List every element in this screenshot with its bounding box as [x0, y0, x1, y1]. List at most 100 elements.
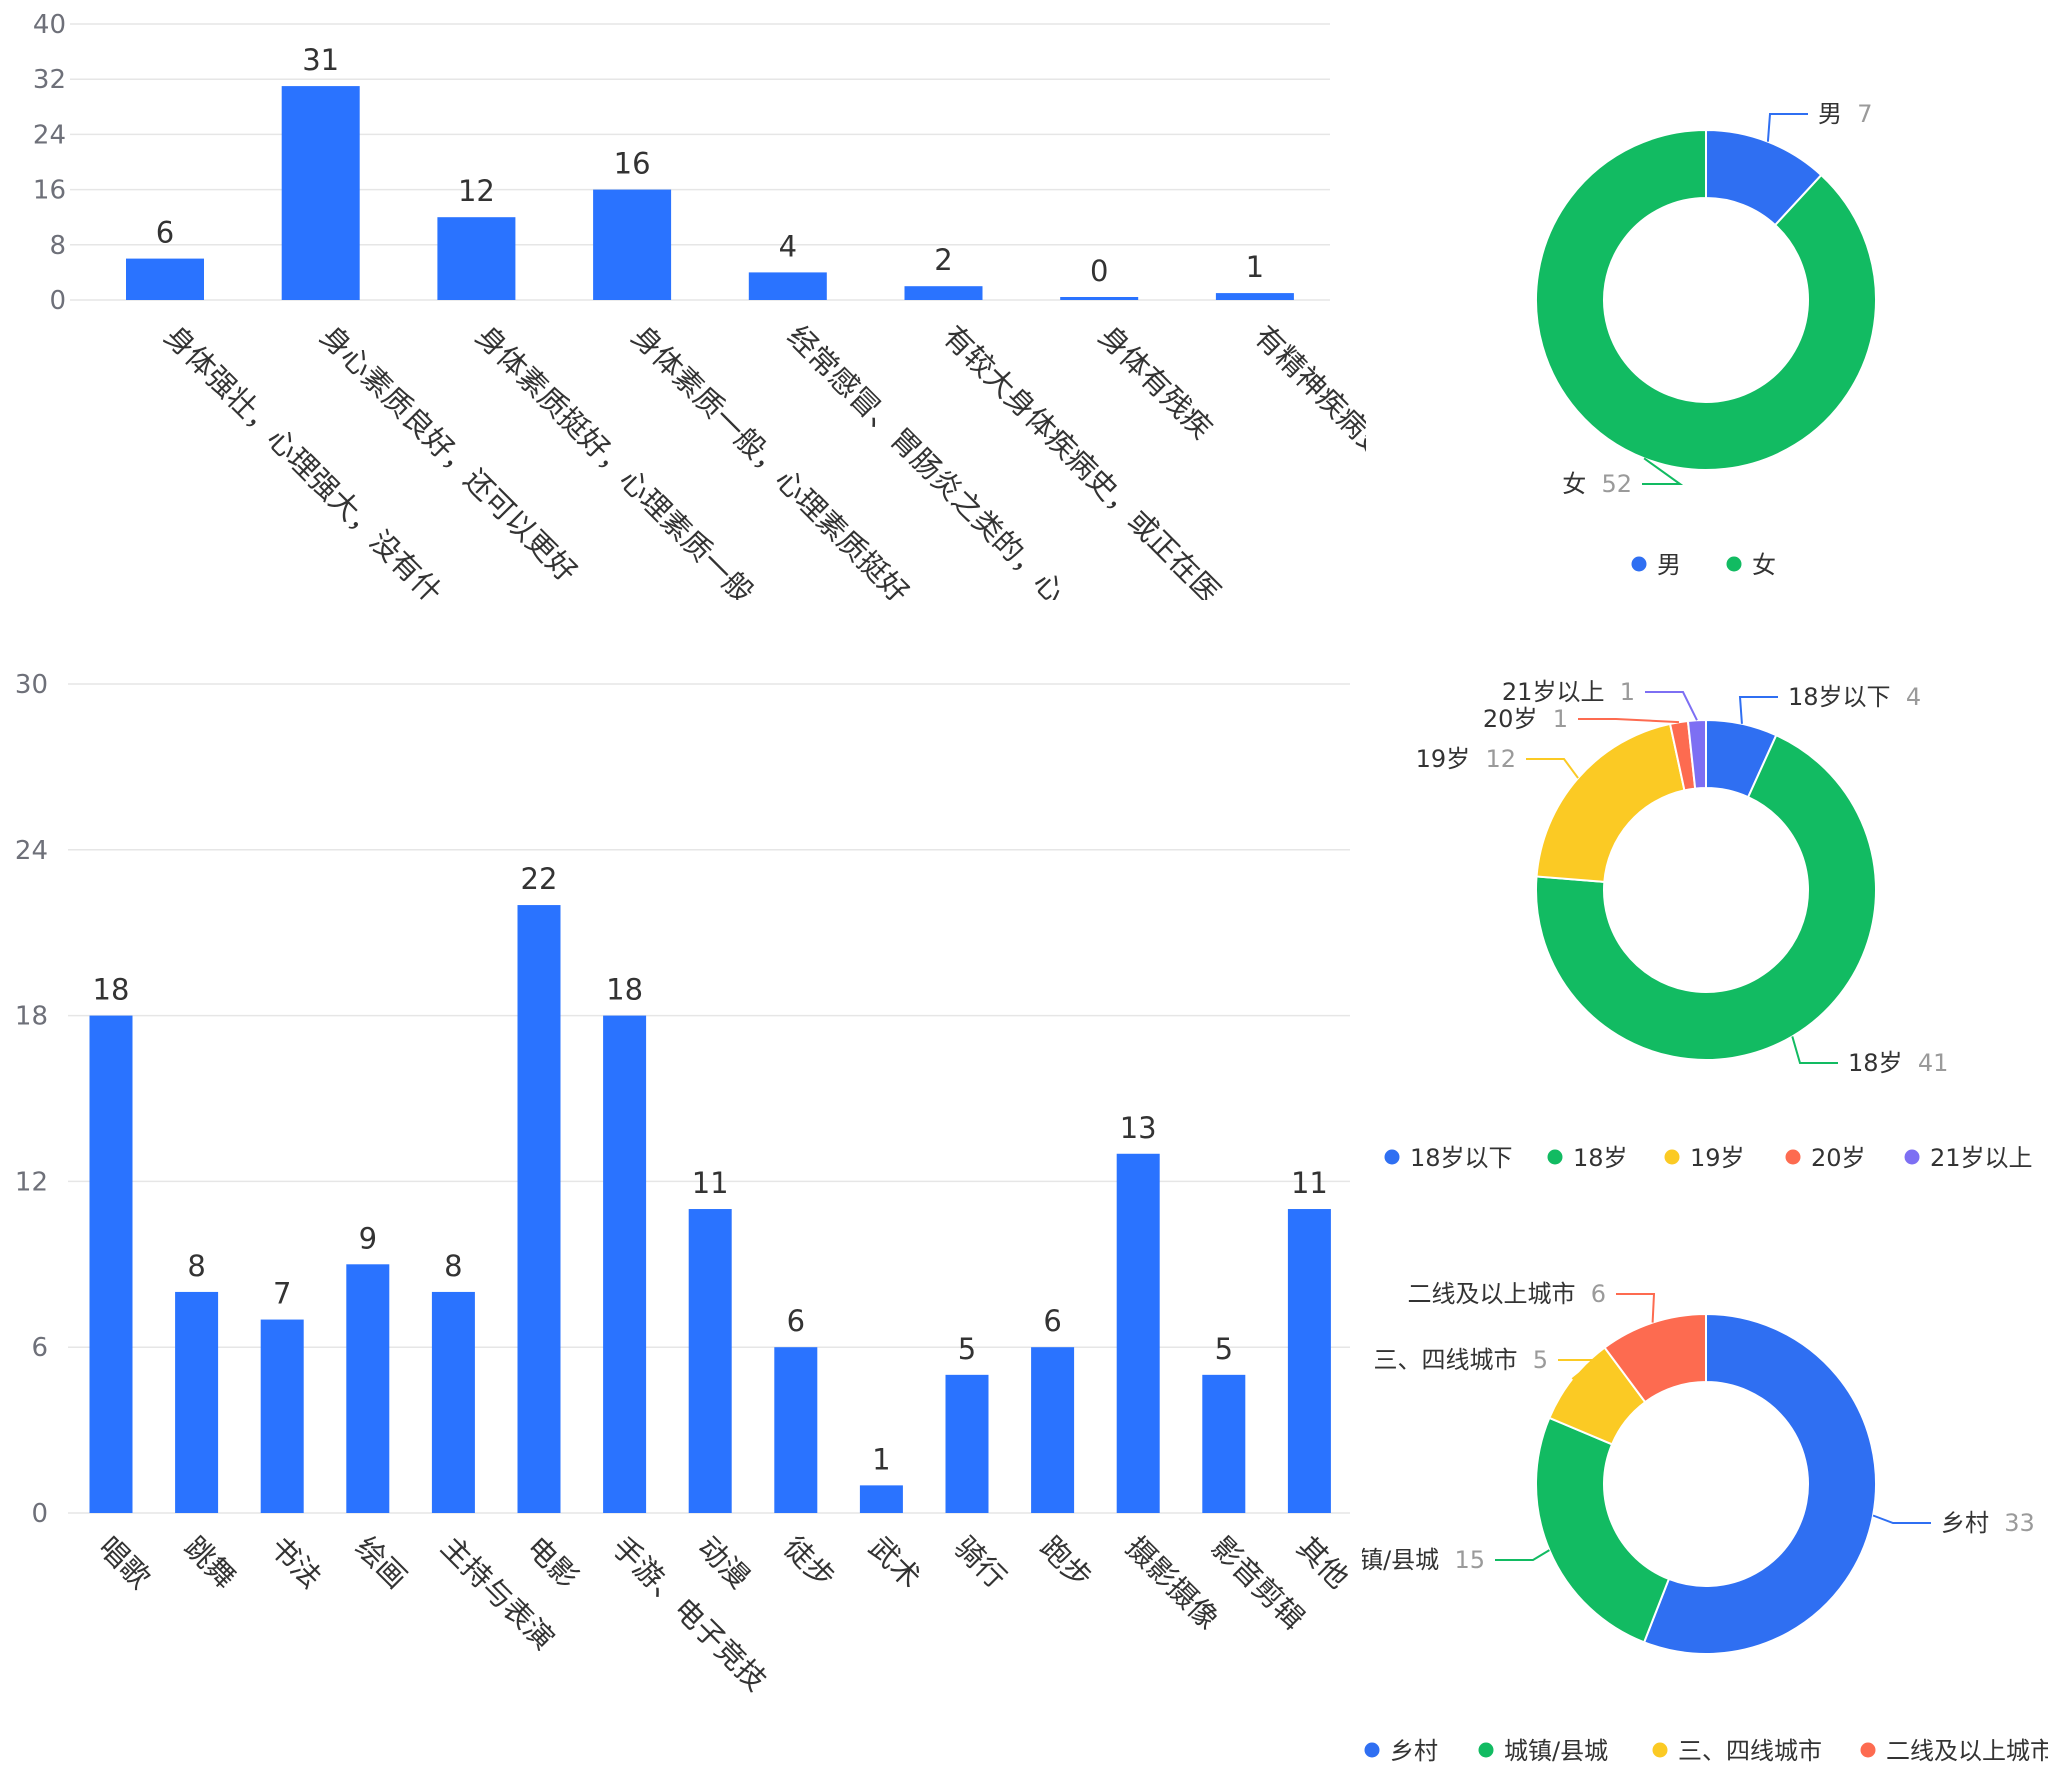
slice-gap: [1537, 705, 1552, 733]
slice-value: 52: [1601, 470, 1632, 498]
slice-gap: [1439, 1546, 1454, 1574]
legend-marker: [1652, 1742, 1668, 1758]
data-label: 13: [1120, 1111, 1157, 1145]
legend-marker: [1860, 1742, 1876, 1758]
bar: [1060, 297, 1139, 300]
slice-gap: [1470, 745, 1485, 773]
data-label: 1: [872, 1442, 890, 1476]
slice-label: 21岁以上 1: [1502, 678, 1635, 706]
bar: [859, 1485, 903, 1513]
y-tick-label: 0: [49, 286, 66, 316]
slice-label: 乡村 33: [1941, 1509, 2035, 1537]
legend-item: 三、四线城市: [1678, 1737, 1822, 1765]
x-category-label: 唱歌: [92, 1530, 157, 1595]
legend-marker: [1478, 1742, 1494, 1758]
x-category-label: 动漫: [691, 1530, 756, 1595]
legend-item: 城镇/县城: [1504, 1737, 1608, 1765]
x-category-label: 身体强壮，心理强大，没有什: [158, 319, 449, 610]
legend-item: 男: [1657, 551, 1681, 579]
legend-marker: [1384, 1149, 1400, 1165]
bar: [260, 1319, 304, 1513]
slice: [1642, 1312, 1877, 1655]
slice-name: 21岁以上: [1502, 678, 1605, 706]
data-label: 7: [273, 1277, 291, 1311]
data-label: 18: [93, 973, 130, 1007]
bar: [603, 1015, 647, 1513]
legend-marker: [1547, 1149, 1563, 1165]
data-label: 16: [614, 147, 651, 181]
data-label: 22: [521, 862, 558, 896]
slice: [1535, 733, 1877, 1061]
bar: [1116, 1153, 1160, 1513]
legend-item: 二线及以上城市: [1886, 1737, 2048, 1765]
bar: [437, 217, 516, 300]
slice-name: 18岁: [1848, 1049, 1903, 1077]
slice-name: 乡村: [1941, 1509, 1989, 1537]
bar: [1215, 293, 1294, 300]
slice-name: 女: [1562, 470, 1586, 498]
slice-gap: [1604, 678, 1619, 706]
data-label: 11: [1291, 1166, 1328, 1200]
legend-item: 21岁以上: [1930, 1144, 2033, 1172]
data-label: 6: [156, 216, 174, 250]
bar: [431, 1291, 475, 1513]
slice: [1535, 128, 1877, 471]
bar: [1287, 1209, 1331, 1513]
data-label: 4: [779, 229, 797, 263]
bar: [945, 1374, 989, 1513]
x-category-label: 书法: [263, 1530, 328, 1595]
legend-item: 18岁以下: [1410, 1144, 1513, 1172]
legend-item: 19岁: [1690, 1144, 1745, 1172]
bar: [1031, 1347, 1075, 1513]
data-label: 9: [359, 1221, 377, 1255]
data-label: 8: [187, 1249, 205, 1283]
slice-label: 女 52: [1562, 470, 1632, 498]
health-bar-chart: 08162432406身体强壮，心理强大，没有什31身心素质良好，还可以更好12…: [33, 10, 1395, 610]
x-category-label: 身体有残疾: [1092, 319, 1219, 446]
data-label: 5: [1215, 1332, 1233, 1366]
data-label: 12: [458, 174, 495, 208]
y-tick-label: 0: [31, 1499, 48, 1529]
x-category-label: 身心素质良好，还可以更好: [314, 319, 584, 589]
data-label: 18: [606, 973, 643, 1007]
gender-donut-chart: 男 7女 52男女: [1535, 100, 1877, 579]
data-label: 31: [302, 43, 339, 77]
bar: [126, 258, 204, 300]
x-category-label: 摄影摄像: [1119, 1530, 1225, 1636]
x-category-label: 绘画: [349, 1530, 414, 1595]
bar: [774, 1347, 818, 1513]
legend-item: 女: [1752, 551, 1776, 579]
x-category-label: 经常感冒、胃肠炎之类的，心: [781, 319, 1072, 610]
x-category-label: 电影: [520, 1530, 585, 1595]
x-category-label: 有精神疾病史: [1248, 319, 1395, 466]
slice: [1535, 722, 1686, 883]
data-label: 8: [444, 1249, 462, 1283]
data-label: 0: [1090, 254, 1108, 288]
y-tick-label: 6: [31, 1333, 48, 1363]
leader-line: [1642, 457, 1684, 485]
legend-marker: [1785, 1149, 1801, 1165]
slice-label: 18岁 41: [1848, 1049, 1948, 1077]
slice-value: 33: [2004, 1509, 2035, 1537]
legend-marker: [1364, 1742, 1380, 1758]
y-tick-label: 18: [15, 1002, 48, 1032]
slice: [1686, 718, 1707, 790]
slice-label: 城镇/县城 15: [1335, 1546, 1485, 1574]
slice-value: 1: [1620, 678, 1635, 706]
slice-value: 12: [1485, 745, 1516, 773]
data-label: 2: [934, 243, 952, 277]
bar: [346, 1264, 390, 1513]
bar: [904, 286, 983, 300]
slice-label: 19岁 12: [1416, 745, 1516, 773]
bar: [688, 1209, 732, 1513]
slice-name: 18岁以下: [1788, 683, 1891, 711]
slice-value: 41: [1918, 1049, 1949, 1077]
x-category-label: 骑行: [948, 1530, 1013, 1595]
x-category-label: 跳舞: [178, 1530, 243, 1595]
x-category-label: 其他: [1290, 1530, 1355, 1595]
slice-value: 1: [1553, 705, 1568, 733]
slice-label: 三、四线城市 5: [1373, 1346, 1548, 1374]
